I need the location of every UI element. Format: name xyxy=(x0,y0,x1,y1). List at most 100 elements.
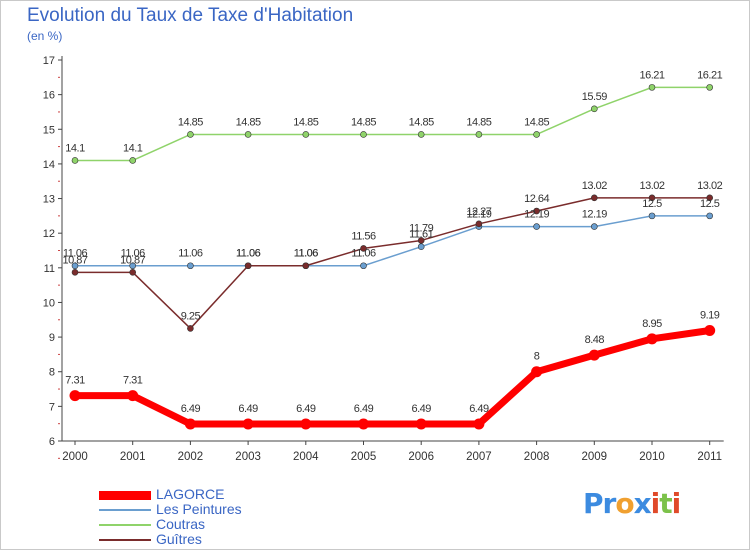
data-label: 9.25 xyxy=(181,310,201,322)
data-label: 12.19 xyxy=(582,209,607,221)
data-label: 7.31 xyxy=(123,375,143,387)
x-tick-label: 2007 xyxy=(466,451,492,463)
logo-letter: i xyxy=(671,487,682,520)
data-point xyxy=(590,105,598,113)
legend-swatch xyxy=(99,490,151,500)
data-label: 6.49 xyxy=(411,403,431,415)
data-point xyxy=(184,418,196,430)
data-label: 6.49 xyxy=(238,403,258,415)
legend-label: LAGORCE xyxy=(156,486,225,502)
data-label: 12.19 xyxy=(524,209,549,221)
proxiti-logo: Proxiti xyxy=(583,487,682,520)
data-label: 12.19 xyxy=(466,209,491,221)
x-tick-label: 2005 xyxy=(351,451,377,463)
x-tick-label: 2006 xyxy=(408,451,434,463)
data-label: 13.02 xyxy=(582,180,607,192)
x-tick-label: 2003 xyxy=(235,451,261,463)
data-label: 11.06 xyxy=(178,248,203,260)
x-tick-label: 2001 xyxy=(120,451,146,463)
data-label: 10.87 xyxy=(62,254,87,266)
data-point xyxy=(475,131,483,138)
data-point xyxy=(475,220,483,228)
data-label: 14.85 xyxy=(466,116,491,128)
data-point xyxy=(71,157,79,164)
data-label: 11.06 xyxy=(63,248,88,260)
data-point xyxy=(360,262,367,270)
data-point xyxy=(588,349,600,361)
x-tick-label: 2008 xyxy=(524,451,550,463)
data-label: 15.59 xyxy=(582,91,607,103)
data-label: 11.06 xyxy=(351,248,376,260)
data-point xyxy=(417,243,425,250)
series-line-3 xyxy=(75,197,710,330)
data-label: 7.31 xyxy=(65,375,85,387)
data-point xyxy=(706,212,714,220)
data-label: 6.49 xyxy=(354,403,374,415)
data-point xyxy=(129,157,136,164)
data-point xyxy=(300,418,312,430)
y-tick-label: 7 xyxy=(49,401,55,413)
data-point xyxy=(590,223,598,230)
series-line-0 xyxy=(75,327,711,428)
data-point xyxy=(415,418,427,430)
data-point xyxy=(360,245,367,252)
data-label: 6.49 xyxy=(181,403,201,415)
data-point xyxy=(531,366,543,378)
data-point xyxy=(302,131,310,138)
data-point xyxy=(69,390,81,402)
logo-letter: t xyxy=(659,487,672,520)
data-point xyxy=(129,269,136,276)
data-label: 16.21 xyxy=(639,69,664,81)
data-label: 12.5 xyxy=(700,198,720,210)
data-point xyxy=(648,84,656,91)
data-label: 14.85 xyxy=(524,116,549,128)
data-label: 10.87 xyxy=(120,254,145,266)
data-point xyxy=(417,237,425,244)
data-point xyxy=(187,131,194,138)
data-label: 16.21 xyxy=(697,69,722,81)
data-point xyxy=(706,194,714,202)
y-tick-label: 11 xyxy=(44,263,55,275)
legend-label: Coutras xyxy=(156,516,206,532)
data-point xyxy=(187,325,194,332)
legend-swatch xyxy=(99,539,151,541)
data-label: 11.06 xyxy=(294,248,319,260)
data-label: 14.1 xyxy=(65,142,85,154)
data-point xyxy=(533,207,540,215)
data-label: 11.61 xyxy=(409,229,434,241)
data-point xyxy=(648,212,656,220)
x-tick-label: 2011 xyxy=(697,451,722,463)
data-point xyxy=(473,418,485,430)
x-tick-label: 2009 xyxy=(582,451,608,463)
y-tick-label: 12 xyxy=(43,228,55,240)
chart-subtitle: (en %) xyxy=(27,29,63,43)
data-point xyxy=(648,194,656,202)
data-point xyxy=(704,325,716,337)
y-tick-label: 15 xyxy=(43,124,55,136)
data-label: 14.85 xyxy=(178,116,203,128)
data-label: 11.06 xyxy=(236,248,261,260)
data-label: 14.1 xyxy=(123,142,143,154)
data-label: 14.85 xyxy=(351,116,376,128)
data-label: 11.06 xyxy=(294,248,319,260)
y-tick-label: 6 xyxy=(49,436,55,448)
data-point xyxy=(533,131,540,138)
data-label: 8.95 xyxy=(642,318,662,330)
data-point xyxy=(242,418,254,430)
logo-letter: r xyxy=(602,487,617,520)
data-point xyxy=(129,262,136,270)
data-label: 8.48 xyxy=(585,334,605,346)
logo-letter: i xyxy=(650,487,661,520)
data-point xyxy=(706,84,714,91)
data-point xyxy=(187,262,194,270)
legend-swatch xyxy=(99,509,151,511)
y-tick-label: 8 xyxy=(49,367,55,379)
data-label: 14.85 xyxy=(293,116,318,128)
data-point xyxy=(244,131,252,138)
series-line-1 xyxy=(75,215,710,267)
data-label: 6.49 xyxy=(469,403,489,415)
data-point xyxy=(358,418,369,430)
series-line-2 xyxy=(75,86,710,162)
y-tick-label: 10 xyxy=(43,297,55,309)
data-label: 13.02 xyxy=(639,180,664,192)
